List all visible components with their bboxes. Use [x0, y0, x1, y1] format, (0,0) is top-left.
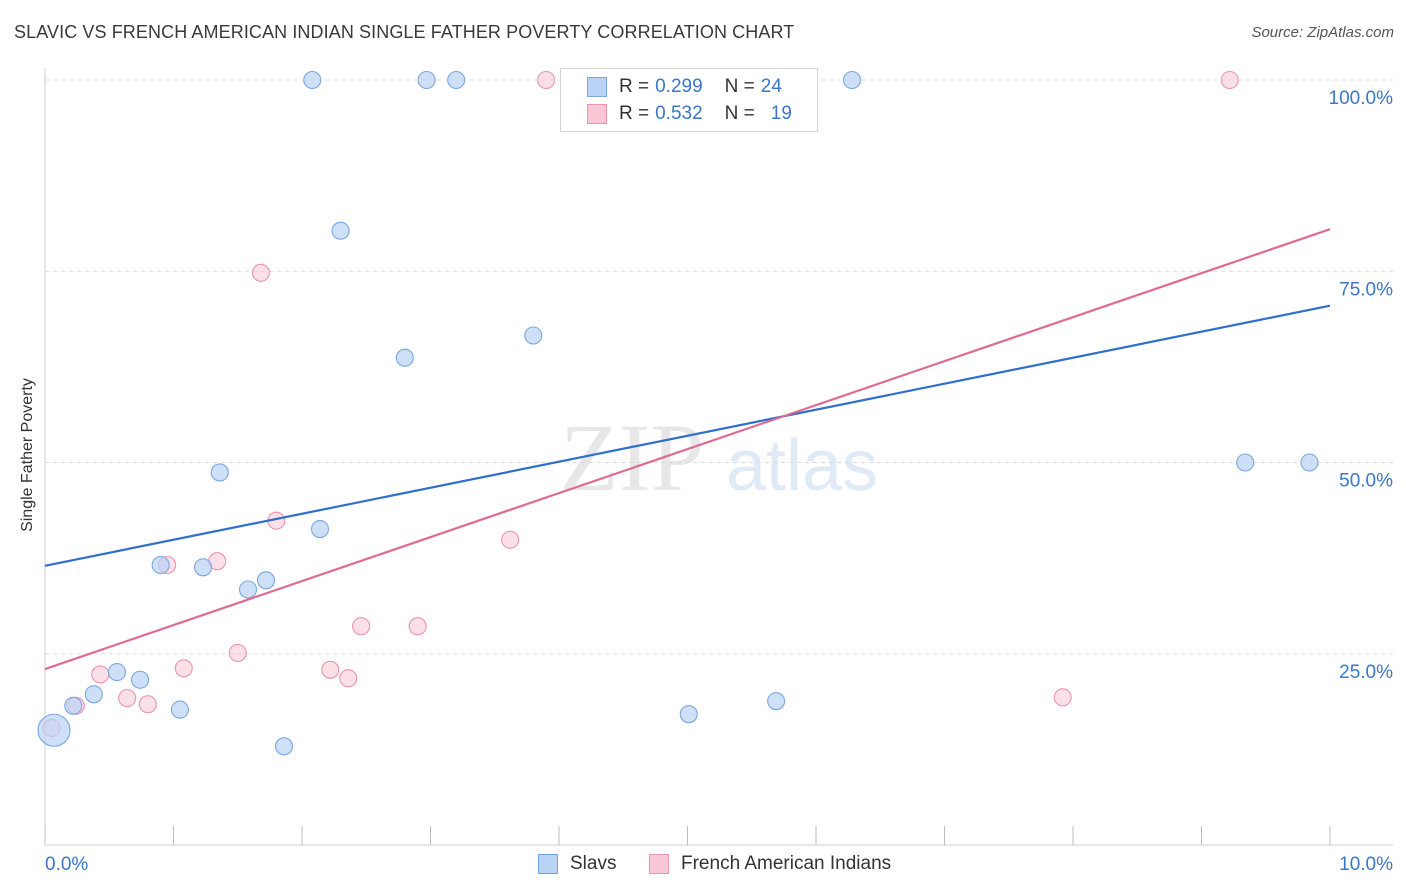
french-point [408, 617, 427, 636]
y-tick-label: 50.0% [1339, 471, 1393, 492]
slavs-point [64, 696, 83, 715]
x-tick-label-max: 10.0% [1339, 854, 1393, 875]
french-point [251, 263, 270, 282]
slavs-point [37, 713, 71, 747]
y-tick-label: 75.0% [1339, 279, 1393, 300]
slavs-point [238, 580, 258, 599]
legend-n-value: 19 [770, 103, 792, 124]
legend-r-value: 0.299 [655, 76, 703, 97]
slavs-point [170, 700, 189, 719]
legend-item-french: French American Indians [649, 852, 891, 876]
tick-labels: 25.0% 50.0% 75.0% 100.0% 0.0% 10.0% [45, 88, 1393, 875]
french-point [501, 530, 520, 549]
slavs-point [1300, 453, 1319, 472]
french-legend-swatch-icon [649, 854, 669, 874]
correlation-legend: R = 0.299 N = 24 R = 0.532 N = 19 [560, 68, 818, 132]
slavs-points [37, 70, 1319, 756]
slavs-point [395, 348, 414, 367]
french-swatch-icon [587, 104, 607, 124]
french-point [91, 665, 110, 684]
slavs-point [131, 670, 150, 689]
slavs-point [303, 70, 322, 90]
legend-row-french: R = 0.532 N = 19 [587, 102, 792, 126]
legend-row-slavs: R = 0.299 N = 24 [587, 75, 782, 99]
slavs-point [767, 692, 786, 711]
watermark-atlas: atlas [726, 426, 878, 506]
legend-french-label: French American Indians [681, 853, 892, 874]
legend-n-label: N = [724, 76, 755, 97]
legend-r-label: R = [619, 76, 650, 97]
slavs-point [842, 70, 862, 90]
legend-r-label: R = [619, 103, 650, 124]
slavs-point [210, 463, 229, 482]
slavs-point [447, 70, 466, 90]
legend-n-value: 24 [760, 76, 782, 97]
slavs-point [274, 737, 294, 756]
french-point [174, 659, 193, 678]
legend-item-slavs: Slavs [538, 852, 616, 876]
french-point [352, 617, 371, 636]
slavs-swatch-icon [587, 77, 607, 97]
slavs-point [524, 326, 543, 345]
legend-r-value: 0.532 [655, 103, 703, 124]
slavs-point [256, 571, 276, 590]
french-point [339, 669, 358, 688]
source-label: Source: ZipAtlas.com [1251, 24, 1394, 41]
grid-lines [45, 79, 1393, 655]
y-tick-label: 100.0% [1329, 88, 1394, 109]
legend-slavs-label: Slavs [570, 853, 617, 874]
french-trend-line [44, 228, 1331, 671]
slavs-trend-line [44, 304, 1331, 567]
slavs-point [679, 705, 698, 724]
french-point [118, 689, 137, 708]
slavs-point [331, 221, 350, 240]
french-point [138, 695, 157, 714]
trend-lines [44, 228, 1331, 671]
slavs-point [84, 685, 103, 704]
y-tick-label: 25.0% [1339, 662, 1393, 683]
slavs-legend-swatch-icon [538, 854, 558, 874]
axes [44, 68, 1393, 846]
french-point [321, 660, 340, 679]
legend-n-label: N = [724, 103, 755, 124]
slavs-point [194, 558, 213, 577]
slavs-point [107, 663, 127, 682]
french-point [228, 643, 247, 663]
french-point [537, 70, 556, 90]
x-tick-label-min: 0.0% [45, 854, 88, 875]
slavs-point [417, 70, 436, 90]
chart-title: SLAVIC VS FRENCH AMERICAN INDIAN SINGLE … [14, 22, 795, 42]
slavs-point [151, 555, 170, 575]
slavs-point [310, 520, 330, 539]
slavs-point [1236, 453, 1255, 472]
french-point [1220, 70, 1239, 90]
y-axis-label: Single Father Poverty [19, 378, 36, 532]
french-point [1053, 688, 1072, 707]
